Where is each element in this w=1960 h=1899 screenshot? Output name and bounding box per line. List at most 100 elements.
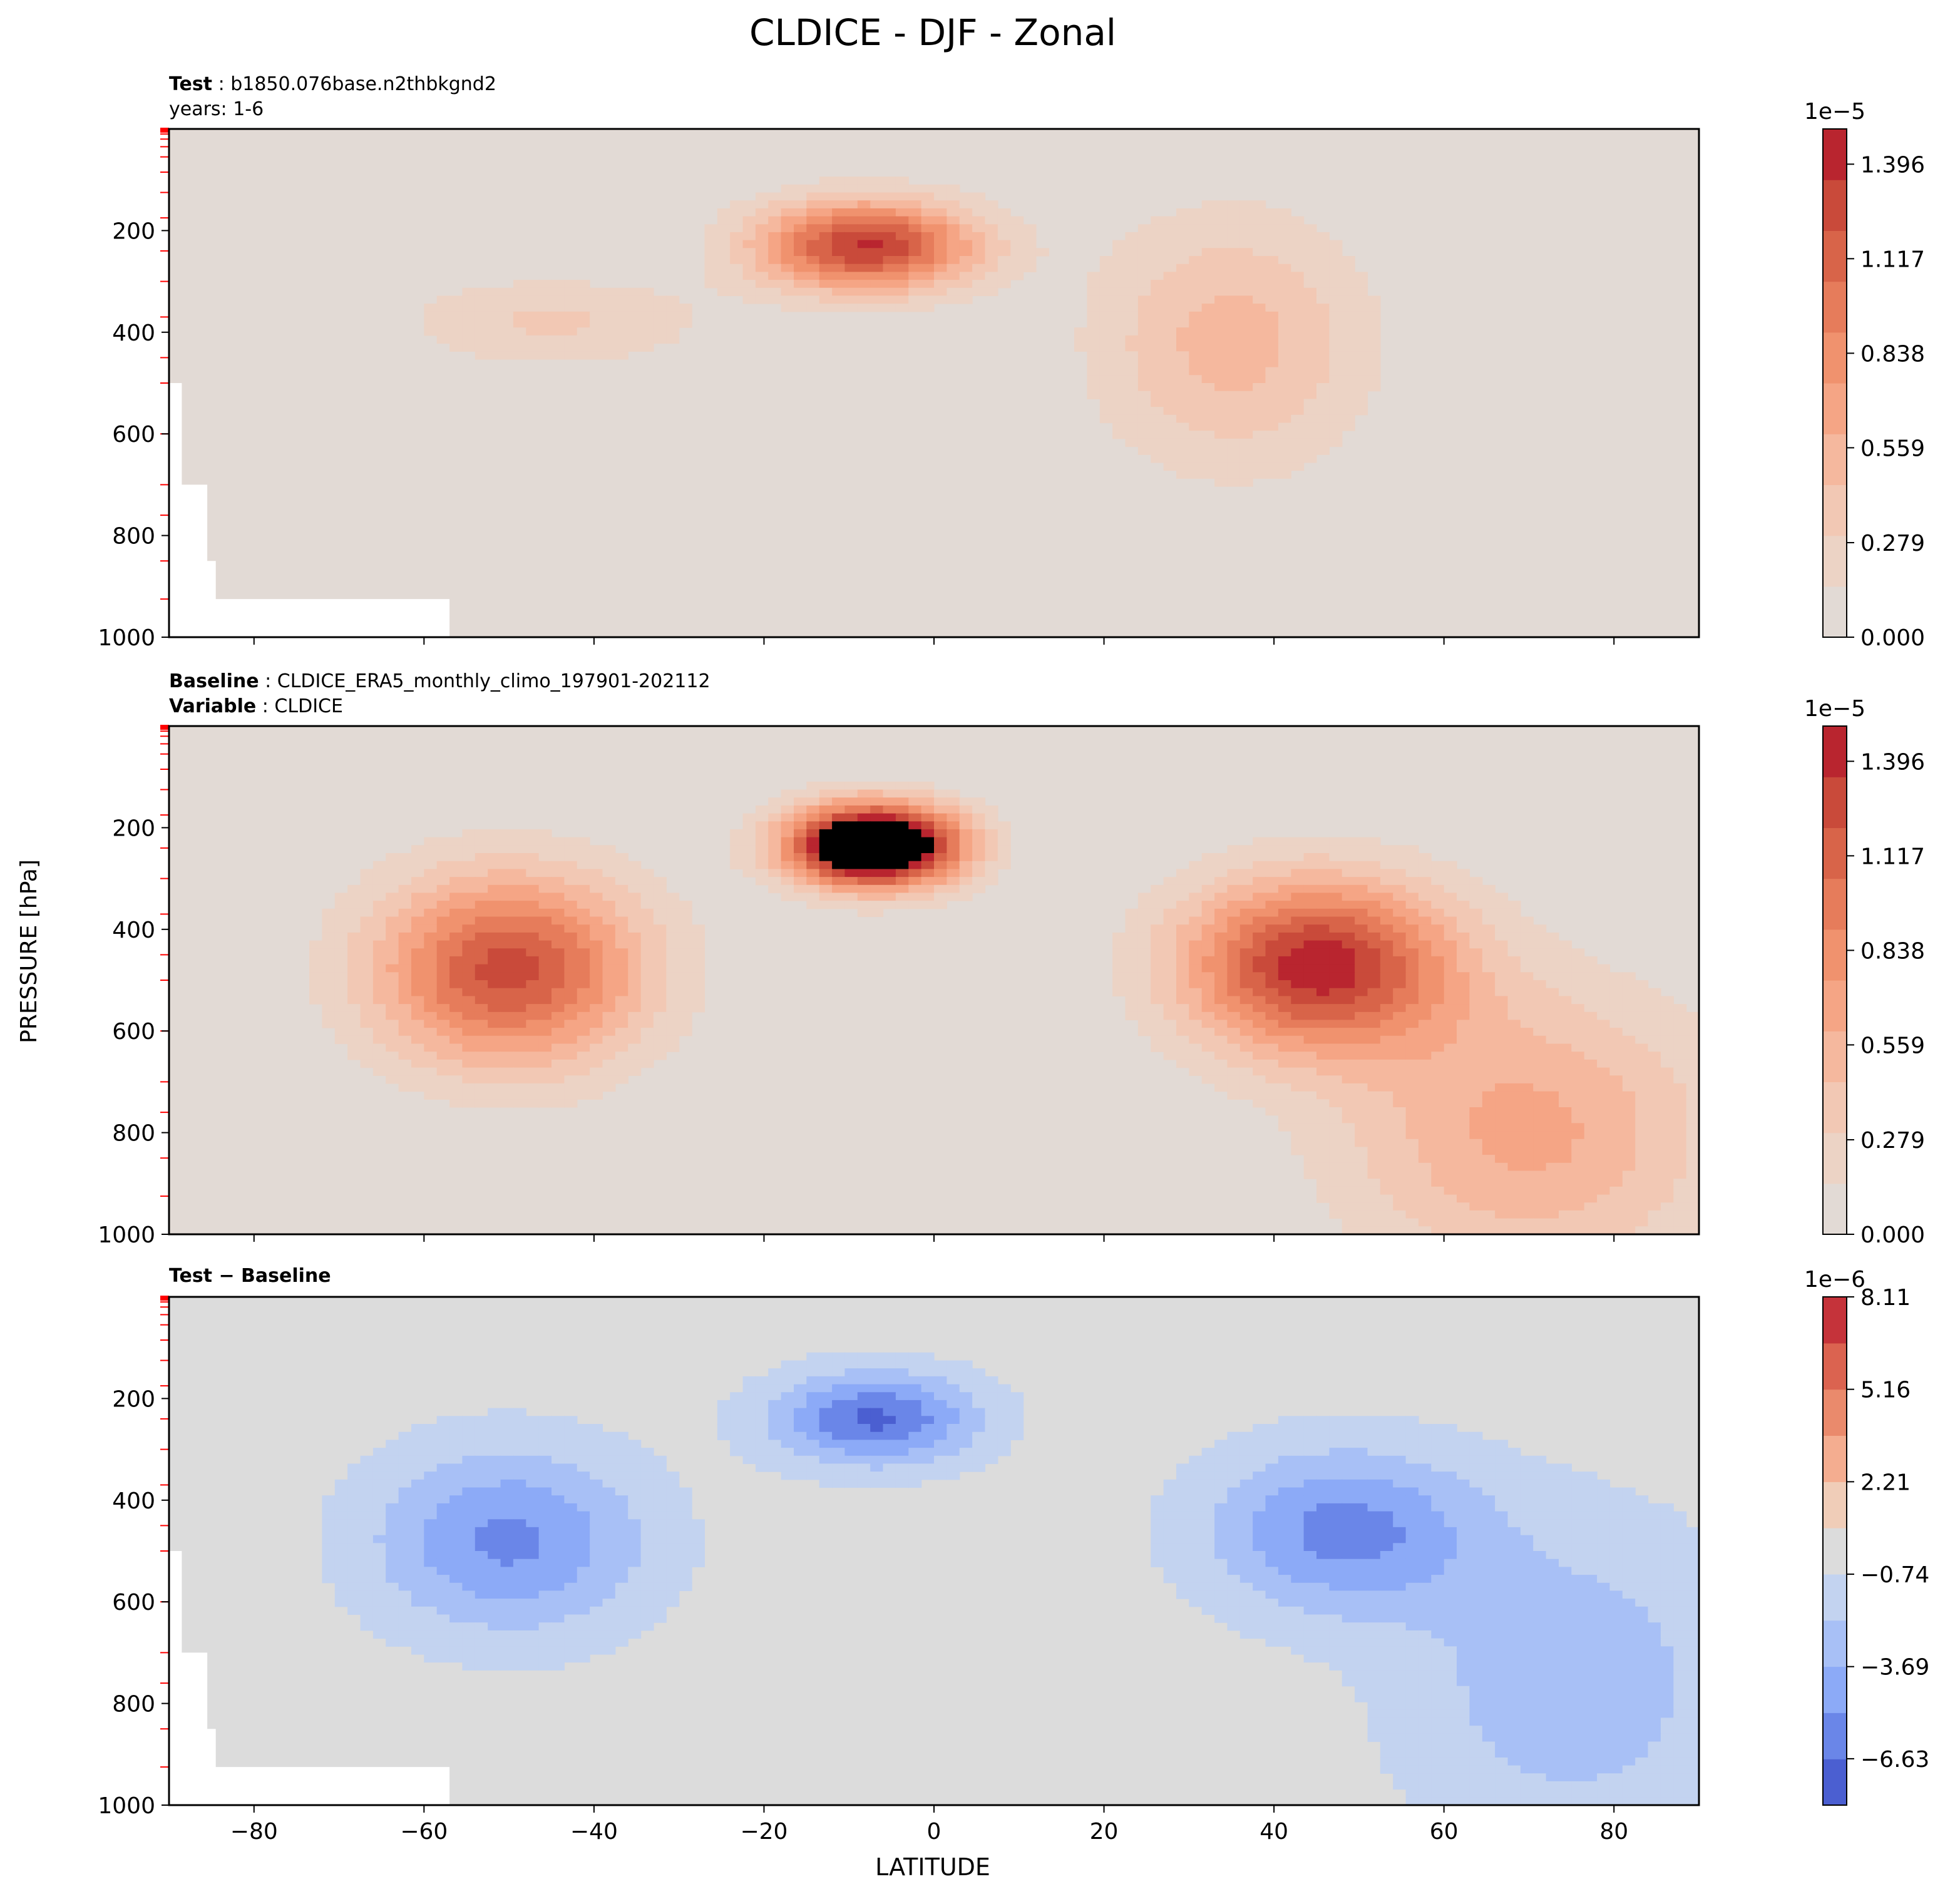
contour-cell [742,216,756,225]
contour-cell [883,901,896,909]
contour-cell [921,287,935,297]
contour-cell [1635,1083,1649,1092]
contour-cell [1189,240,1203,248]
contour-cell [1584,1226,1598,1235]
contour-cell [1393,916,1407,925]
contour-cell [1214,216,1228,225]
contour-cell [1151,367,1164,376]
contour-cell [806,829,820,838]
contour-cell [972,1448,986,1456]
contour-cell [475,916,488,925]
contour-cell [1112,264,1126,272]
contour-cell [1189,359,1203,368]
contour-cell [411,1052,424,1060]
contour-cell [985,216,998,225]
contour-cell [602,924,616,933]
contour-cell [857,192,871,201]
contour-cell [1507,1075,1521,1084]
contour-cell [1507,956,1521,965]
contour-cell [1316,351,1330,360]
contour-cell [819,813,833,822]
contour-cell [1355,908,1368,918]
contour-cell [1355,1155,1368,1164]
contour-cell [934,184,947,193]
contour-cell [1151,988,1164,996]
contour-cell [475,335,488,344]
contour-cell [1329,901,1343,909]
contour-field [322,1352,1700,1806]
contour-cell [755,821,769,830]
contour-cell [1189,248,1203,257]
contour-cell [755,272,769,280]
contour-cell [1405,1416,1419,1425]
contour-cell [640,1487,654,1496]
contour-cell [449,924,463,933]
contour-cell [590,1043,603,1052]
contour-cell [1265,924,1279,933]
contour-cell [1342,327,1355,336]
contour-cell [1214,972,1228,981]
contour-cell [1201,280,1215,289]
contour-cell [1418,1083,1432,1092]
contour-cell [947,893,960,901]
contour-cell [1520,924,1534,933]
contour-cell [1291,1091,1305,1100]
contour-cell [640,1004,654,1013]
contour-cell [934,1440,947,1448]
contour-cell [1253,877,1266,886]
contour-cell [347,948,361,957]
contour-cell [640,956,654,965]
contour-cell [1253,1052,1266,1060]
contour-cell [1265,908,1279,918]
contour-cell [1686,1186,1700,1195]
contour-cell [883,813,896,822]
contour-cell [819,893,833,901]
contour-cell [844,901,858,909]
contour-cell [895,216,909,225]
contour-cell [1635,1210,1649,1219]
contour-cell [526,948,540,957]
contour-cell [628,1011,642,1021]
contour-cell [666,924,680,933]
contour-cell [921,1352,935,1361]
contour-cell [1380,1131,1393,1140]
contour-cell [424,940,438,949]
contour-cell [590,996,603,1005]
contour-cell [1584,1059,1598,1068]
contour-cell [1597,1052,1611,1060]
contour-cell [1303,908,1317,918]
contour-cell [1380,924,1393,933]
contour-cell [500,1448,514,1456]
y-tick-label: 800 [112,1121,155,1147]
contour-cell [386,853,399,862]
y-tick-label: 200 [112,218,155,244]
contour-cell [1380,964,1393,973]
contour-cell [1239,414,1253,424]
contour-cell [1201,304,1215,312]
contour-cell [1137,287,1151,297]
contour-cell [1303,837,1317,846]
contour-cell [895,1352,909,1361]
contour-cell [1278,853,1291,862]
contour-cell [1189,272,1203,280]
contour-cell [1469,1210,1483,1219]
contour-cell [488,884,501,894]
contour-cell [717,1431,731,1440]
contour-cell [1201,216,1215,225]
contour-cell [1355,916,1368,925]
contour-cell [832,853,846,862]
contour-cell [844,208,858,217]
contour-cell [1380,988,1393,996]
contour-cell [1469,1004,1483,1013]
contour-cell [1189,383,1203,392]
contour-cell [1125,1004,1139,1013]
contour-cell [577,932,590,941]
contour-cell [1099,256,1113,265]
contour-cell [947,295,960,304]
contour-cell [488,861,501,869]
contour-cell [1444,1043,1457,1052]
contour-cell [1303,932,1317,941]
contour-cell [679,901,692,909]
contour-cell [1418,1194,1432,1203]
contour-cell [1367,956,1381,965]
